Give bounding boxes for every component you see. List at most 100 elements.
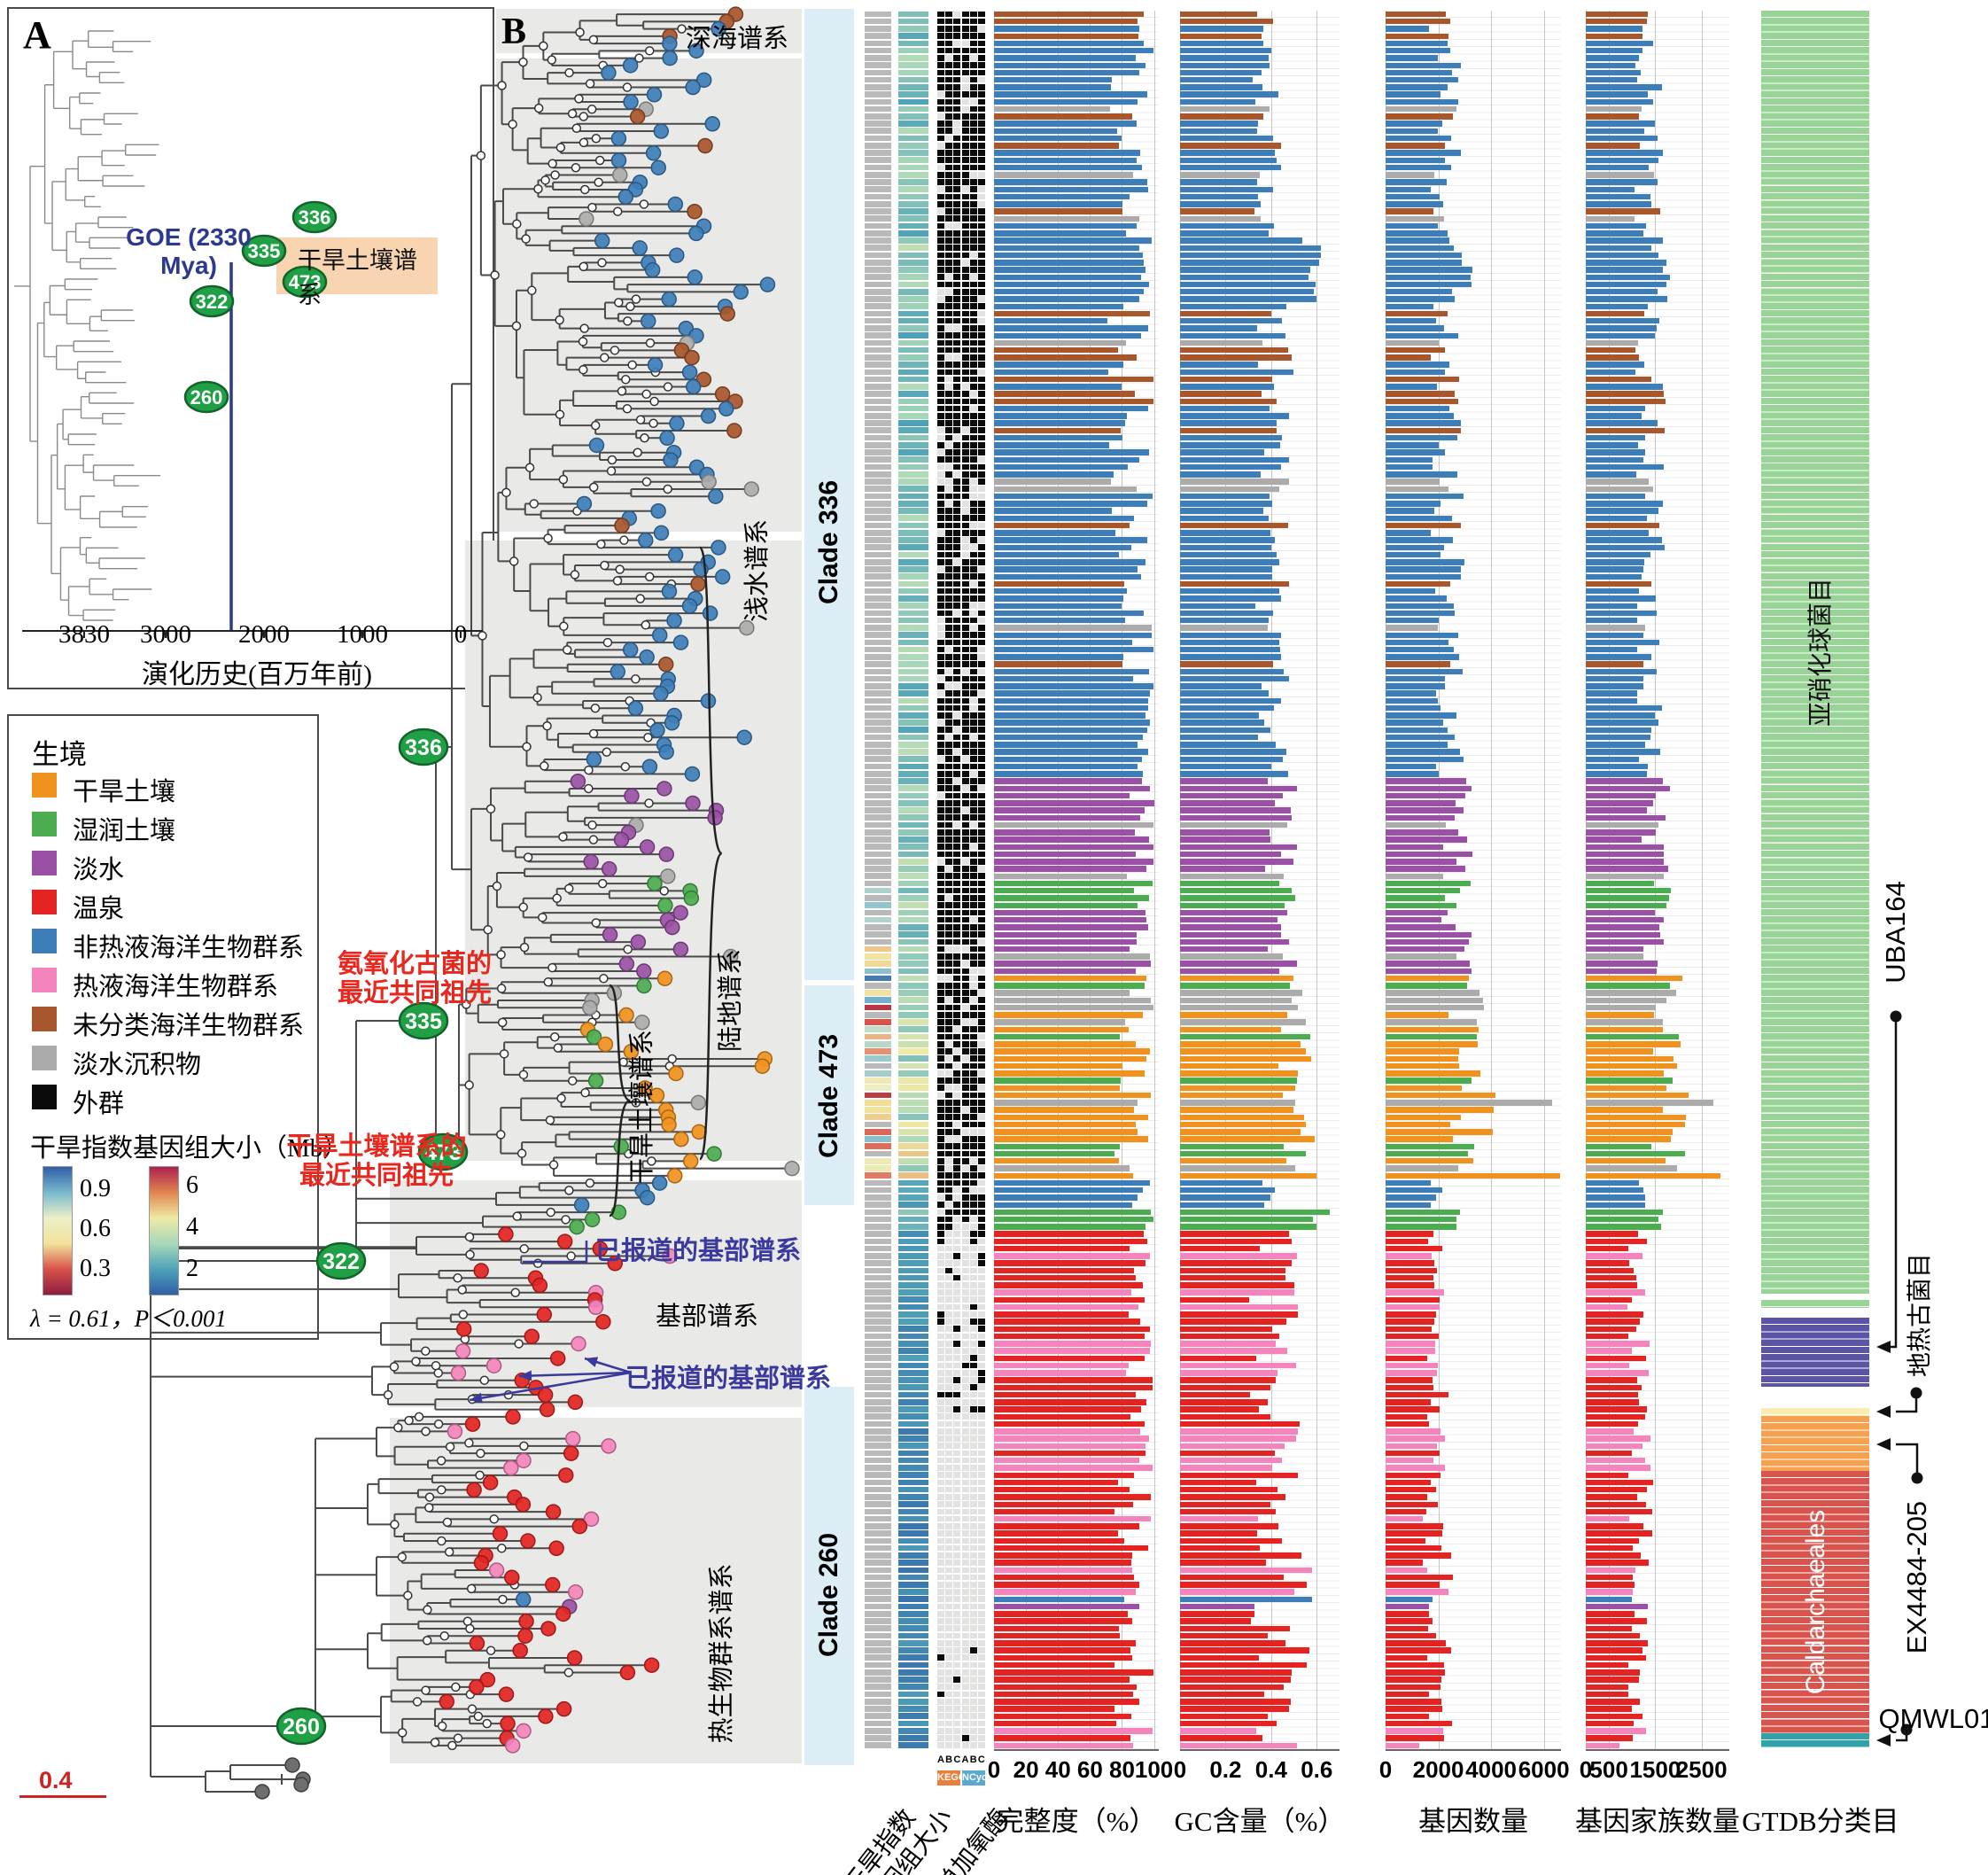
amo-gene-cell [945, 675, 953, 682]
amo-gene-cell [977, 84, 985, 90]
bar [994, 1487, 1130, 1493]
amo-gene-cell [945, 69, 953, 76]
bar [1586, 844, 1665, 851]
amo-gene-cell [953, 704, 961, 712]
amo-gene-cell [937, 675, 944, 682]
bar [994, 40, 1144, 47]
tree-tip-circle [583, 1511, 600, 1528]
amo-gene-cell [937, 493, 944, 500]
amo-gene-cell [969, 434, 977, 441]
aridity-cell [865, 1355, 891, 1362]
amo-gene-cell [961, 573, 969, 580]
amo-gene-cell [977, 40, 985, 47]
genome-size-cell [898, 500, 928, 507]
aridity-cell [865, 1340, 891, 1347]
bar [994, 1699, 1140, 1705]
tree-tip-circle [700, 554, 716, 571]
bar [994, 668, 1149, 675]
amo-gene-cell [977, 1157, 985, 1164]
amo-gene-cell [977, 1165, 985, 1171]
amo-gene-cell [969, 1465, 977, 1471]
amo-gene-cell [937, 968, 944, 975]
bar [1386, 654, 1459, 660]
internal-node [587, 820, 597, 830]
bar [1180, 1487, 1277, 1493]
amo-gene-cell [969, 105, 977, 113]
amo-gene-cell [945, 26, 953, 32]
internal-node [482, 1718, 492, 1729]
bar [1180, 1311, 1298, 1318]
amo-gene-cell [937, 1333, 944, 1340]
genome-size-cell [898, 1004, 928, 1011]
aridity-cell [865, 47, 891, 54]
amo-gene-cell [969, 1326, 977, 1333]
amo-gene-cell [953, 551, 961, 558]
amo-gene-cell [969, 1384, 977, 1391]
amo-gene-cell [977, 1544, 985, 1552]
bar [1586, 580, 1651, 587]
amo-gene-cell [977, 1479, 985, 1486]
tree-tip-circle [570, 773, 586, 790]
amo-gene-cell [977, 1501, 985, 1507]
aridity-cell [865, 471, 891, 478]
internal-node [465, 1249, 475, 1260]
gtdb-segment [1761, 1416, 1869, 1471]
amo-gene-cell [969, 1544, 977, 1552]
bar [994, 1078, 1121, 1084]
amo-gene-cell [945, 1450, 953, 1457]
genome-size-cell [898, 880, 928, 887]
clade-strip [804, 9, 854, 980]
bar [994, 559, 1145, 565]
internal-node [447, 1740, 457, 1751]
node-age-badge-text: 322 [322, 1249, 360, 1274]
bar [1586, 1026, 1664, 1033]
amo-gene-cell [969, 420, 977, 426]
bar [1180, 1194, 1270, 1201]
bar [1180, 252, 1322, 259]
bar [994, 486, 1137, 493]
amo-gene-cell [953, 799, 961, 806]
bar [1180, 1516, 1258, 1522]
bar [1180, 1479, 1256, 1486]
aridity-cell [865, 836, 891, 843]
amo-gene-cell [969, 909, 977, 916]
amo-gene-cell [977, 639, 985, 646]
bar [1180, 1100, 1295, 1106]
aridity-cell [865, 1677, 891, 1683]
bar [1386, 113, 1454, 120]
amo-gene-cell [961, 179, 969, 185]
bar [1586, 1487, 1648, 1493]
bar [994, 420, 1125, 426]
amo-gene-cell [977, 1078, 985, 1084]
internal-node [585, 79, 595, 89]
amo-gene-cell [961, 128, 969, 135]
amo-gene-cell [977, 237, 985, 244]
bar [1586, 938, 1664, 945]
amo-gene-cell [937, 1238, 944, 1245]
bar [1180, 690, 1270, 696]
bar [994, 909, 1145, 916]
aridity-cell [865, 1019, 891, 1025]
bar [1586, 1348, 1632, 1354]
internal-node [561, 1215, 571, 1225]
bar [1586, 434, 1645, 441]
amo-gene-cell [937, 208, 944, 214]
internal-node [648, 418, 658, 429]
legend-swatch-freshwater_sediment [32, 1046, 57, 1070]
aridity-cell [865, 968, 891, 975]
tree-tip-circle [515, 1591, 532, 1607]
gtdb-segment [1761, 11, 1869, 1294]
tree-tip-circle [687, 203, 703, 220]
bar [1386, 1735, 1445, 1741]
amo-gene-cell [969, 595, 977, 602]
amo-gene-cell [969, 1209, 977, 1216]
amo-gene-cell [977, 1384, 985, 1391]
internal-node [497, 1544, 507, 1553]
bar [994, 1640, 1136, 1646]
amo-gene-cell [937, 1267, 944, 1274]
internal-node [430, 1738, 440, 1747]
bar [1180, 530, 1271, 536]
genome-size-cell [898, 369, 928, 376]
bar [1386, 961, 1471, 967]
internal-node [412, 1697, 423, 1707]
